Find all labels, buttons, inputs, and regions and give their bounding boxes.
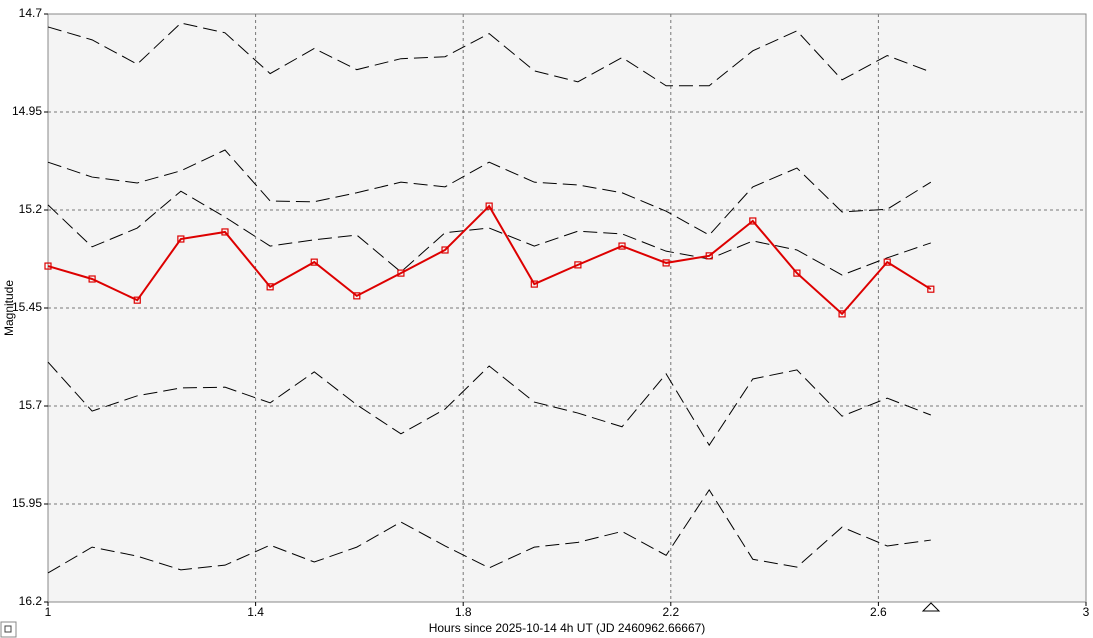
data-point	[221, 228, 229, 236]
data-point	[618, 242, 626, 250]
data-point	[353, 292, 361, 300]
data-point	[177, 235, 185, 243]
data-point	[793, 269, 801, 277]
x-tick-label: 1.8	[455, 605, 472, 619]
series-line	[47, 190, 931, 276]
y-tick-label: 15.7	[19, 398, 43, 412]
x-tick-label: 1	[45, 605, 52, 619]
x-axis-label: Hours since 2025-10-14 4h UT (JD 2460962…	[429, 621, 706, 635]
series-line	[47, 22, 931, 87]
y-tick-label: 15.2	[19, 202, 43, 216]
series-line	[47, 204, 932, 316]
x-tick-label: 2.2	[662, 605, 679, 619]
y-tick-label: 16.2	[19, 594, 43, 608]
data-point	[662, 259, 670, 267]
y-tick-label: 14.7	[19, 6, 43, 20]
data-point	[883, 258, 891, 266]
data-point	[310, 258, 318, 266]
series-line	[47, 361, 931, 447]
corner-button[interactable]	[0, 621, 17, 638]
data-point	[397, 269, 405, 277]
data-point	[133, 296, 141, 304]
data-point	[441, 246, 449, 254]
data-point	[574, 261, 582, 269]
data-point	[927, 285, 935, 293]
x-tick-label: 2.6	[870, 605, 887, 619]
y-tick-label: 15.45	[12, 300, 42, 314]
corner-button-icon	[4, 625, 12, 633]
data-point	[705, 252, 713, 260]
cursor-marker[interactable]	[921, 602, 941, 612]
x-tick-label: 3	[1083, 605, 1090, 619]
y-axis-label: Magnitude	[2, 280, 16, 336]
data-point	[485, 202, 493, 210]
data-point	[44, 262, 52, 270]
data-point	[88, 275, 96, 283]
y-tick-label: 14.95	[12, 104, 42, 118]
data-point	[266, 283, 274, 291]
series-line	[47, 149, 932, 236]
x-tick-label: 1.4	[247, 605, 264, 619]
y-tick-label: 15.95	[12, 496, 42, 510]
data-point	[749, 217, 757, 225]
data-point	[530, 280, 538, 288]
data-point	[838, 310, 846, 318]
